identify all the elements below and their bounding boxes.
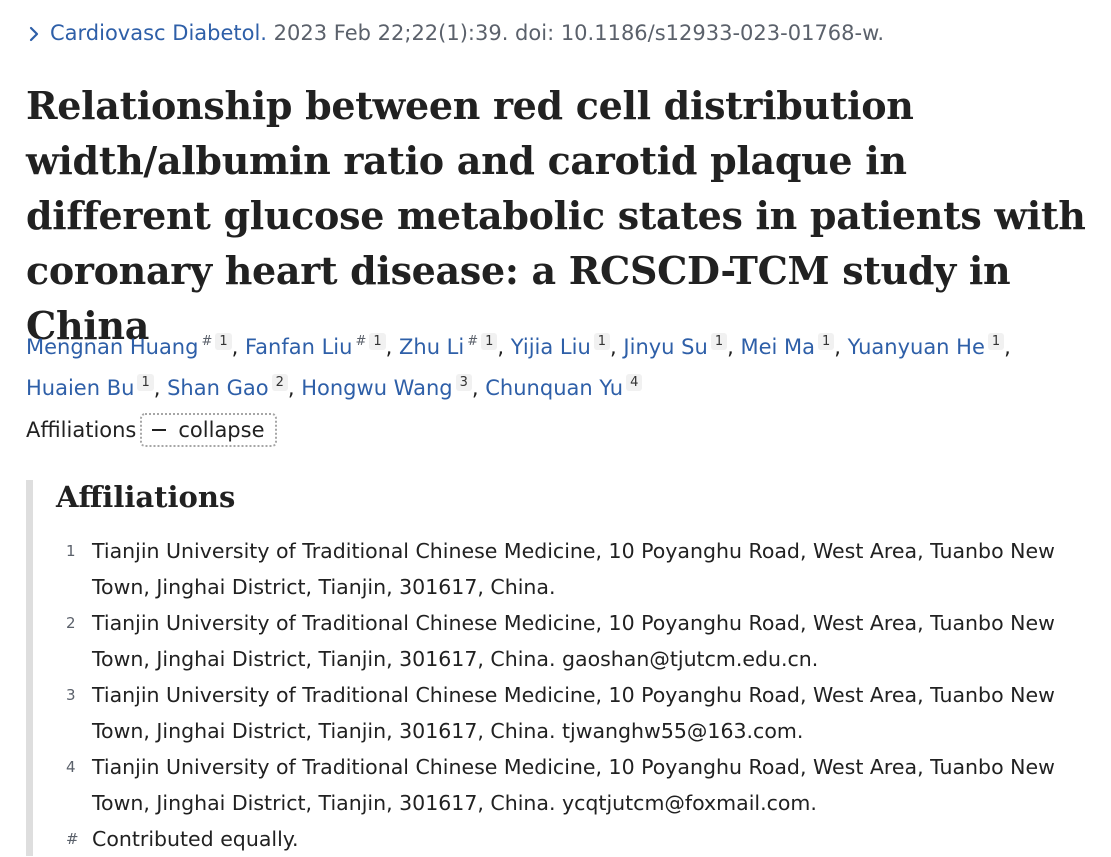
affiliation-number: 4	[66, 758, 76, 776]
author-item: Mei Ma 1,	[740, 333, 841, 359]
equal-contribution-mark: #	[355, 334, 367, 349]
author-separator: ,	[471, 376, 479, 400]
affiliations-toggle-label: Affiliations	[26, 418, 137, 442]
author-name-link[interactable]: Mengnan Huang	[26, 335, 199, 359]
author-separator: ,	[727, 335, 734, 359]
author-name-link[interactable]: Hongwu Wang	[301, 376, 453, 400]
affiliation-text: Contributed equally.	[92, 827, 299, 851]
author-name-link[interactable]: Yuanyuan He	[847, 335, 985, 359]
author-name-link[interactable]: Fanfan Liu	[245, 335, 353, 359]
article-title: Relationship between red cell distributi…	[26, 83, 1086, 348]
affiliation-item: # Contributed equally.	[33, 821, 1108, 857]
author-separator: ,	[287, 376, 295, 400]
author-name-link[interactable]: Jinyu Su	[623, 335, 708, 359]
author-name-link[interactable]: Mei Ma	[740, 335, 816, 359]
affiliation-badge[interactable]: 1	[137, 374, 154, 391]
author-superscripts: 3	[455, 374, 472, 391]
affiliation-number: 3	[66, 686, 76, 704]
author-separator: ,	[385, 335, 393, 359]
equal-contribution-mark: #	[201, 334, 213, 349]
affiliation-text: Tianjin University of Traditional Chines…	[92, 755, 1055, 815]
affiliation-badge[interactable]: 1	[369, 333, 386, 350]
author-name-link[interactable]: Shan Gao	[167, 376, 269, 400]
affiliation-item: 4 Tianjin University of Traditional Chine…	[33, 749, 1108, 821]
citation-line: Cardiovasc Diabetol. 2023 Feb 22;22(1):3…	[28, 18, 884, 48]
author-name-link[interactable]: Zhu Li	[399, 335, 465, 359]
author-separator: ,	[231, 335, 239, 359]
author-superscripts: 1	[710, 333, 728, 350]
minus-icon	[152, 429, 167, 431]
author-separator: ,	[497, 335, 505, 359]
author-name-link[interactable]: Huaien Bu	[26, 376, 135, 400]
author-item: Yijia Liu 1,	[510, 333, 617, 359]
collapse-button[interactable]: collapse	[140, 413, 277, 447]
author-item: Chunquan Yu 4	[485, 374, 643, 400]
affiliation-text: Tianjin University of Traditional Chines…	[92, 539, 1055, 599]
affiliations-toggle-row: Affiliations collapse	[26, 410, 277, 450]
author-superscripts: 4	[626, 374, 643, 391]
affiliations-panel: Affiliations 1 Tianjin University of Trad…	[26, 480, 1111, 856]
author-item: Fanfan Liu #1,	[245, 333, 393, 359]
affiliation-number: 2	[66, 614, 76, 632]
affiliation-badge[interactable]: 1	[593, 333, 611, 350]
chevron-right-icon[interactable]	[28, 18, 44, 48]
author-superscripts: 1	[818, 333, 835, 350]
author-superscripts: 1	[137, 374, 154, 391]
affiliation-badge[interactable]: 1	[987, 333, 1005, 350]
affiliation-item: 2 Tianjin University of Traditional Chine…	[33, 605, 1108, 677]
author-superscripts: 1	[593, 333, 611, 350]
author-name-link[interactable]: Yijia Liu	[510, 335, 591, 359]
citation-details: 2023 Feb 22;22(1):39. doi: 10.1186/s1293…	[273, 21, 885, 45]
author-item: Mengnan Huang #1,	[26, 333, 239, 359]
affiliation-item: 3 Tianjin University of Traditional Chine…	[33, 677, 1108, 749]
author-separator: ,	[610, 335, 617, 359]
affiliation-badge[interactable]: 3	[455, 374, 472, 391]
affiliation-badge[interactable]: 2	[271, 374, 288, 391]
author-name-link[interactable]: Chunquan Yu	[485, 376, 624, 400]
affiliations-heading: Affiliations	[56, 480, 236, 514]
affiliation-text: Tianjin University of Traditional Chines…	[92, 683, 1055, 743]
affiliation-badge[interactable]: 1	[818, 333, 835, 350]
author-separator: ,	[834, 335, 841, 359]
affiliation-number: #	[66, 830, 79, 848]
author-separator: ,	[153, 376, 161, 400]
author-item: Yuanyuan He 1,	[847, 333, 1011, 359]
affiliation-text: Tianjin University of Traditional Chines…	[92, 611, 1055, 671]
author-superscripts: 2	[271, 374, 288, 391]
author-item: Zhu Li #1,	[399, 333, 505, 359]
affiliation-badge[interactable]: 1	[710, 333, 728, 350]
author-superscripts: #1	[467, 333, 498, 350]
author-item: Shan Gao 2,	[167, 374, 295, 400]
author-item: Jinyu Su 1,	[623, 333, 734, 359]
author-list: Mengnan Huang #1, Fanfan Liu #1, Zhu Li #1,…	[26, 324, 1096, 406]
affiliations-list: 1 Tianjin University of Traditional Chine…	[33, 533, 1108, 857]
equal-contribution-mark: #	[467, 334, 479, 349]
journal-link[interactable]: Cardiovasc Diabetol.	[50, 21, 267, 45]
affiliation-item: 1 Tianjin University of Traditional Chine…	[33, 533, 1108, 605]
collapse-button-label: collapse	[178, 418, 265, 442]
affiliation-badge[interactable]: 1	[481, 333, 498, 350]
author-superscripts: 1	[987, 333, 1005, 350]
author-item: Huaien Bu 1,	[26, 374, 161, 400]
affiliation-badge[interactable]: 4	[626, 374, 643, 391]
author-item: Hongwu Wang 3,	[301, 374, 479, 400]
affiliation-badge[interactable]: 1	[215, 333, 232, 350]
affiliation-number: 1	[66, 542, 76, 560]
author-superscripts: #1	[201, 333, 232, 350]
author-superscripts: #1	[355, 333, 386, 350]
author-separator: ,	[1004, 335, 1011, 359]
